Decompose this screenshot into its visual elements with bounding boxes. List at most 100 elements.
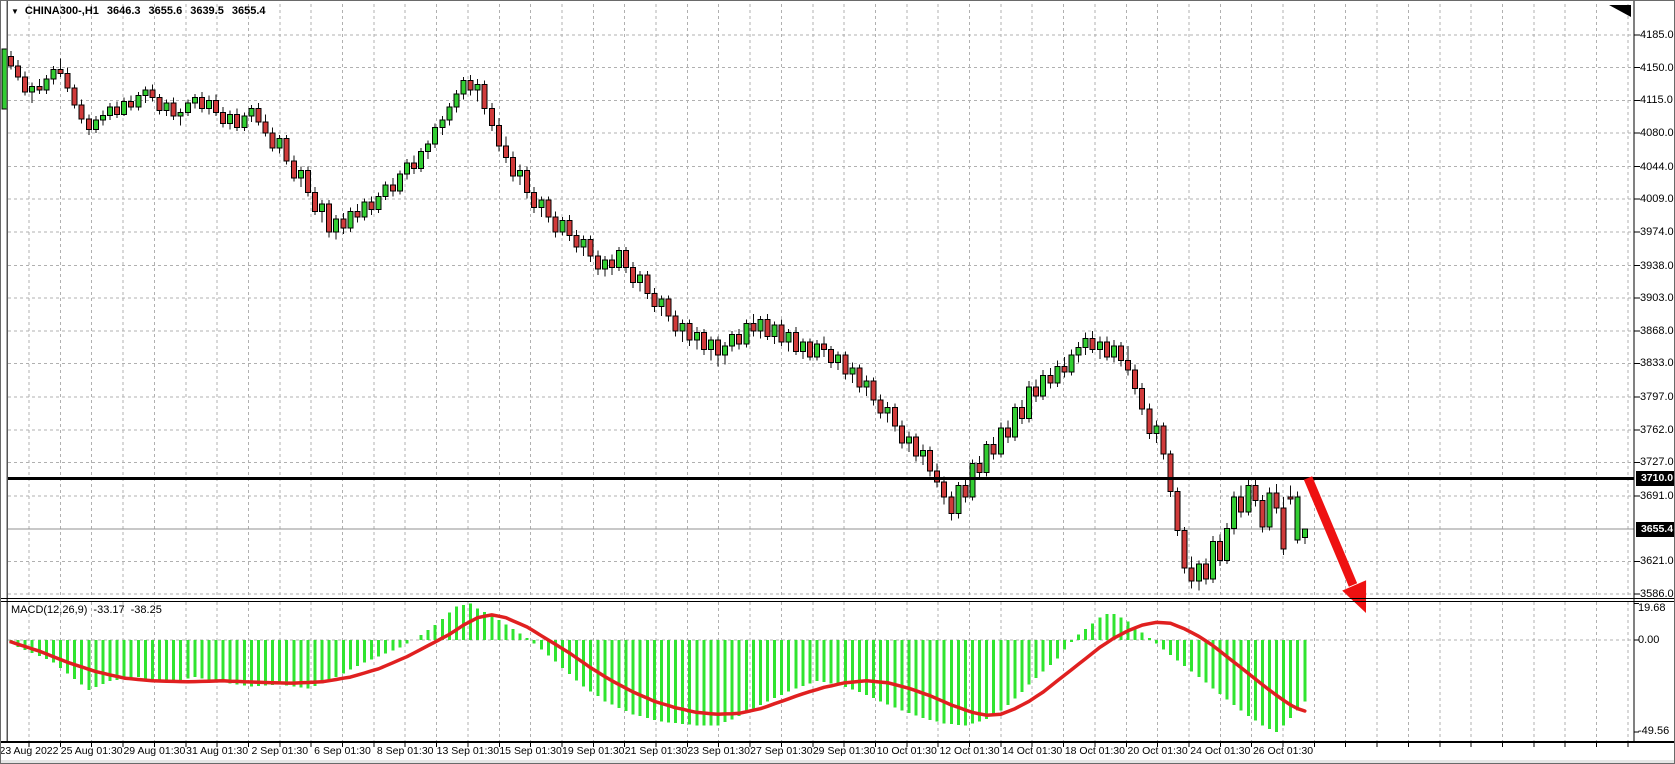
candle-bear <box>828 348 835 364</box>
date-label: 27 Sep 01:30 <box>750 745 813 757</box>
candle-bull <box>743 322 750 345</box>
candle-bull <box>1153 425 1160 434</box>
candle-bull <box>1231 496 1238 530</box>
candle-bear <box>651 293 658 308</box>
candle-bear <box>128 100 135 108</box>
candle-bull <box>679 322 686 332</box>
candle-bull <box>693 332 700 341</box>
candle-bear <box>891 406 898 427</box>
candle-bull <box>1011 406 1018 438</box>
candle-bear <box>623 250 630 268</box>
candle-bull <box>184 102 191 113</box>
candle-bear <box>213 99 220 113</box>
candle-bull <box>99 114 106 121</box>
candle-bear <box>870 380 877 401</box>
candle-bear <box>1061 365 1068 373</box>
candle-bull <box>517 169 524 177</box>
candle-bear <box>948 496 955 515</box>
candle-bear <box>290 160 297 179</box>
candle-bear <box>587 238 594 257</box>
candle-bull <box>1266 492 1273 528</box>
level-price-badge: 3710.0 <box>1636 470 1674 486</box>
candle-bull <box>637 274 644 283</box>
price-tick-label: 4150.0 <box>1640 61 1674 74</box>
candle-bull <box>616 250 623 268</box>
candle-bear <box>524 169 531 194</box>
candle-bull <box>396 173 403 192</box>
candle-bear <box>1252 485 1259 502</box>
candle-bear <box>566 220 573 237</box>
candle-bear <box>1202 563 1209 580</box>
candle-bull <box>1195 563 1202 582</box>
candle-bull <box>849 367 856 375</box>
candle-bear <box>1089 337 1096 350</box>
candle-bear <box>481 83 488 110</box>
date-label: 14 Oct 01:30 <box>1002 745 1063 757</box>
candle-bull <box>983 444 990 474</box>
trend-arrow-head[interactable] <box>1342 580 1367 613</box>
candle-bear <box>608 259 615 268</box>
candle-bear <box>1019 406 1026 420</box>
candle-bear <box>1188 567 1195 582</box>
date-label: 26 Oct 01:30 <box>1252 745 1314 757</box>
date-label: 23 Sep 01:30 <box>687 745 750 757</box>
macd-scale-zero-label: 0.00 <box>1638 633 1660 646</box>
candle-bull <box>106 106 113 116</box>
price-tick-label: 3938.0 <box>1640 259 1674 272</box>
candle-bull <box>297 169 304 179</box>
candle-bull <box>453 93 460 108</box>
candle-bear <box>927 449 934 472</box>
macd-value: -33.17 <box>93 603 125 616</box>
price-tick-label: 3974.0 <box>1640 225 1674 238</box>
trend-arrow-shaft[interactable] <box>1303 476 1358 587</box>
candle-bear <box>156 97 163 112</box>
symbol-dropdown-icon[interactable]: ▼ <box>11 6 19 16</box>
candle-bull <box>1096 341 1103 350</box>
candle-bear <box>283 138 290 162</box>
candle-bear <box>1033 386 1040 397</box>
price-tick-label: 3727.0 <box>1640 456 1674 469</box>
candle-bear <box>1139 388 1146 410</box>
macd-name: MACD(12,26,9) <box>11 603 88 616</box>
candle-bull <box>580 238 587 248</box>
candle-bear <box>220 111 227 125</box>
candle-bear <box>912 436 919 457</box>
candle-bear <box>672 315 679 332</box>
candle-bear <box>1174 490 1181 532</box>
candle-bull <box>1294 496 1301 541</box>
candle-bear <box>85 118 92 130</box>
date-label: 15 Sep 01:30 <box>499 745 562 757</box>
candle-bear <box>1146 408 1153 434</box>
candle-bear <box>149 89 156 99</box>
date-label: 18 Oct 01:30 <box>1064 745 1125 757</box>
candle-bear <box>1004 427 1011 438</box>
candle-bull <box>319 203 326 212</box>
candle-bull <box>722 345 729 356</box>
candle-bear <box>573 235 580 248</box>
macd-signal-value: -38.25 <box>130 603 162 616</box>
candle-bear <box>340 218 347 229</box>
candle-bear <box>630 266 637 283</box>
candle-bear <box>1047 375 1054 384</box>
candle-bear <box>792 332 799 352</box>
candle-bear <box>1117 345 1124 362</box>
candle-bull <box>361 201 368 218</box>
candle-bear <box>170 102 177 117</box>
candle-bull <box>905 436 912 444</box>
candle-bear <box>1103 341 1110 358</box>
candle-bull <box>248 108 255 117</box>
candle-bull <box>121 100 128 115</box>
candle-bull <box>474 83 481 91</box>
candle-bull <box>29 85 36 93</box>
candle-bear <box>764 319 771 337</box>
candle-bull <box>884 406 891 414</box>
candle-bear <box>700 332 707 350</box>
date-label: 31 Aug 01:30 <box>186 745 249 757</box>
candle-bull <box>241 115 248 128</box>
candle-bear <box>990 444 997 455</box>
candle-bull <box>347 210 354 229</box>
candle-bull <box>191 97 198 104</box>
date-label: 25 Aug 01:30 <box>60 745 123 757</box>
price-tick-label: 3691.0 <box>1640 490 1674 502</box>
